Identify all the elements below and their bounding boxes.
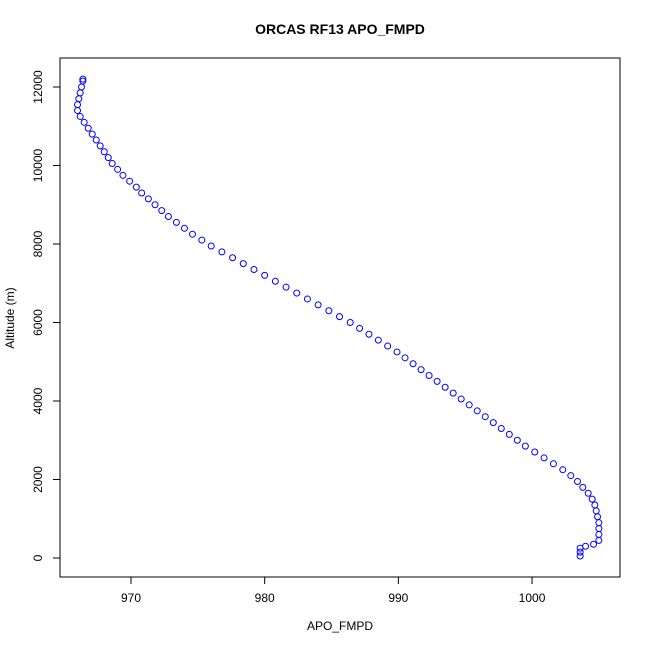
point bbox=[595, 519, 603, 527]
point bbox=[74, 107, 82, 115]
point bbox=[576, 544, 584, 552]
point bbox=[409, 360, 417, 368]
y-tick-label: 6000 bbox=[31, 309, 45, 336]
point bbox=[144, 195, 152, 203]
point bbox=[164, 213, 172, 221]
point bbox=[505, 430, 513, 438]
point bbox=[88, 130, 96, 138]
point bbox=[401, 354, 409, 362]
point bbox=[481, 413, 489, 421]
point bbox=[592, 507, 600, 515]
point bbox=[92, 136, 100, 144]
point bbox=[559, 466, 567, 474]
point bbox=[188, 230, 196, 238]
x-tick-label: 1000 bbox=[519, 591, 546, 605]
point bbox=[74, 101, 82, 109]
point bbox=[425, 371, 433, 379]
point bbox=[261, 271, 269, 279]
point bbox=[79, 75, 87, 83]
point bbox=[497, 424, 505, 432]
point bbox=[75, 95, 83, 103]
plot-box bbox=[59, 57, 621, 578]
point bbox=[579, 483, 587, 491]
point bbox=[180, 224, 188, 232]
point bbox=[591, 501, 599, 509]
chart-title: ORCAS RF13 APO_FMPD bbox=[255, 21, 425, 37]
point bbox=[433, 377, 441, 385]
point bbox=[218, 248, 226, 256]
x-axis-label: APO_FMPD bbox=[307, 619, 373, 633]
y-tick-label: 8000 bbox=[31, 230, 45, 257]
point bbox=[567, 472, 575, 480]
point bbox=[239, 260, 247, 268]
point bbox=[531, 448, 539, 456]
point bbox=[336, 313, 344, 321]
point bbox=[100, 148, 108, 156]
point bbox=[104, 154, 112, 162]
point bbox=[250, 266, 258, 274]
point bbox=[549, 460, 557, 468]
point bbox=[465, 401, 473, 409]
x-tick-label: 970 bbox=[121, 591, 141, 605]
point bbox=[441, 383, 449, 391]
point bbox=[151, 201, 159, 209]
point bbox=[293, 289, 301, 297]
point bbox=[588, 495, 596, 503]
point bbox=[374, 336, 382, 344]
point bbox=[80, 118, 88, 126]
point bbox=[595, 530, 603, 538]
point bbox=[108, 160, 116, 168]
point bbox=[346, 319, 354, 327]
point bbox=[356, 324, 364, 332]
point bbox=[138, 189, 146, 197]
y-tick-label: 0 bbox=[31, 554, 45, 561]
point bbox=[126, 177, 134, 185]
point bbox=[229, 254, 237, 262]
point bbox=[576, 548, 584, 556]
point bbox=[489, 419, 497, 427]
point bbox=[76, 89, 84, 97]
point bbox=[540, 454, 548, 462]
point bbox=[594, 513, 602, 521]
point bbox=[271, 277, 279, 285]
point bbox=[417, 366, 425, 374]
point bbox=[314, 301, 322, 309]
point bbox=[365, 330, 373, 338]
y-tick-label: 10000 bbox=[31, 148, 45, 182]
point bbox=[576, 552, 584, 560]
point bbox=[573, 477, 581, 485]
y-tick-label: 12000 bbox=[31, 70, 45, 104]
point bbox=[595, 525, 603, 533]
point bbox=[114, 165, 122, 173]
point bbox=[119, 171, 127, 179]
point bbox=[449, 389, 457, 397]
point bbox=[325, 307, 333, 315]
point bbox=[207, 242, 215, 250]
point bbox=[76, 112, 84, 120]
point bbox=[384, 342, 392, 350]
point bbox=[198, 236, 206, 244]
point bbox=[584, 489, 592, 497]
x-tick-label: 990 bbox=[388, 591, 408, 605]
point bbox=[521, 442, 529, 450]
point bbox=[158, 207, 166, 215]
point bbox=[595, 536, 603, 544]
point bbox=[513, 436, 521, 444]
y-tick-label: 4000 bbox=[31, 387, 45, 414]
point bbox=[590, 540, 598, 548]
y-tick-label: 2000 bbox=[31, 466, 45, 493]
x-tick-label: 980 bbox=[255, 591, 275, 605]
point bbox=[473, 407, 481, 415]
point bbox=[96, 142, 104, 150]
point bbox=[132, 183, 140, 191]
point bbox=[393, 348, 401, 356]
point bbox=[84, 124, 92, 132]
y-axis-label: Altitude (m) bbox=[3, 287, 17, 348]
point bbox=[303, 295, 311, 303]
point bbox=[457, 395, 465, 403]
point bbox=[172, 218, 180, 226]
point bbox=[282, 283, 290, 291]
point bbox=[78, 83, 86, 91]
